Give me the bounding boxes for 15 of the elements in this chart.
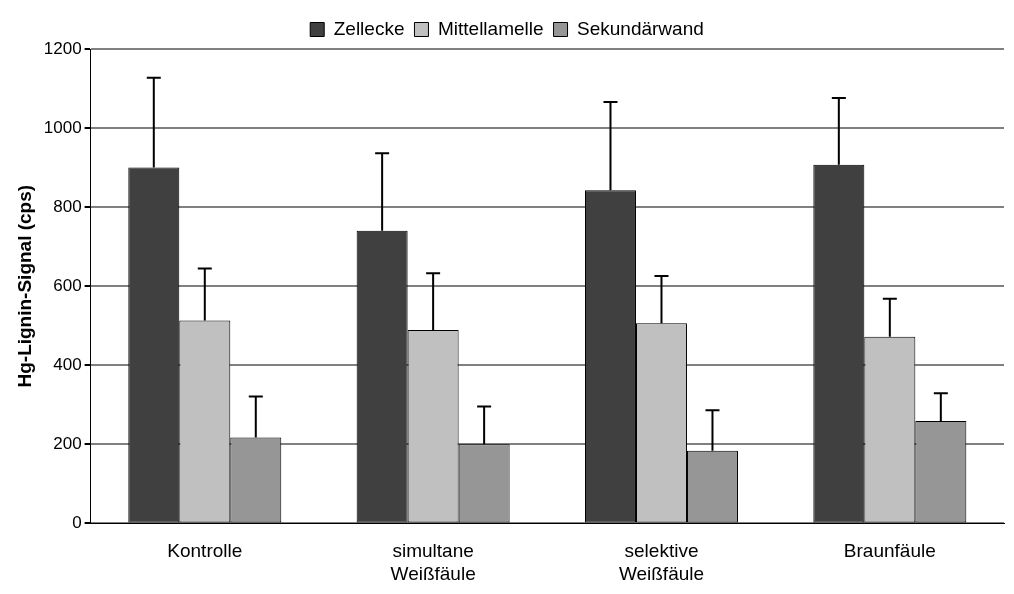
y-tick-label: 800 xyxy=(53,196,82,216)
x-tick-label: Braunfäule xyxy=(843,540,936,562)
legend-label: Zellecke xyxy=(333,17,405,39)
legend-label: Mittellamelle xyxy=(437,17,544,39)
x-tick-label: simultane Weißfäule xyxy=(390,540,476,584)
y-tick-label: 1000 xyxy=(43,117,82,137)
y-tick-label: 600 xyxy=(53,275,82,295)
y-tick-label: 400 xyxy=(53,354,82,374)
x-tick-label: Kontrolle xyxy=(167,540,243,562)
y-tick-label: 1200 xyxy=(43,38,82,58)
y-tick-label: 200 xyxy=(53,434,82,454)
x-tick-label: selektive Weißfäule xyxy=(618,540,705,584)
legend-label: Sekundärwand xyxy=(577,17,704,39)
y-tick-label: 0 xyxy=(72,513,82,533)
y-axis-title: Hg-Lignin-Signal (cps) xyxy=(13,184,35,388)
